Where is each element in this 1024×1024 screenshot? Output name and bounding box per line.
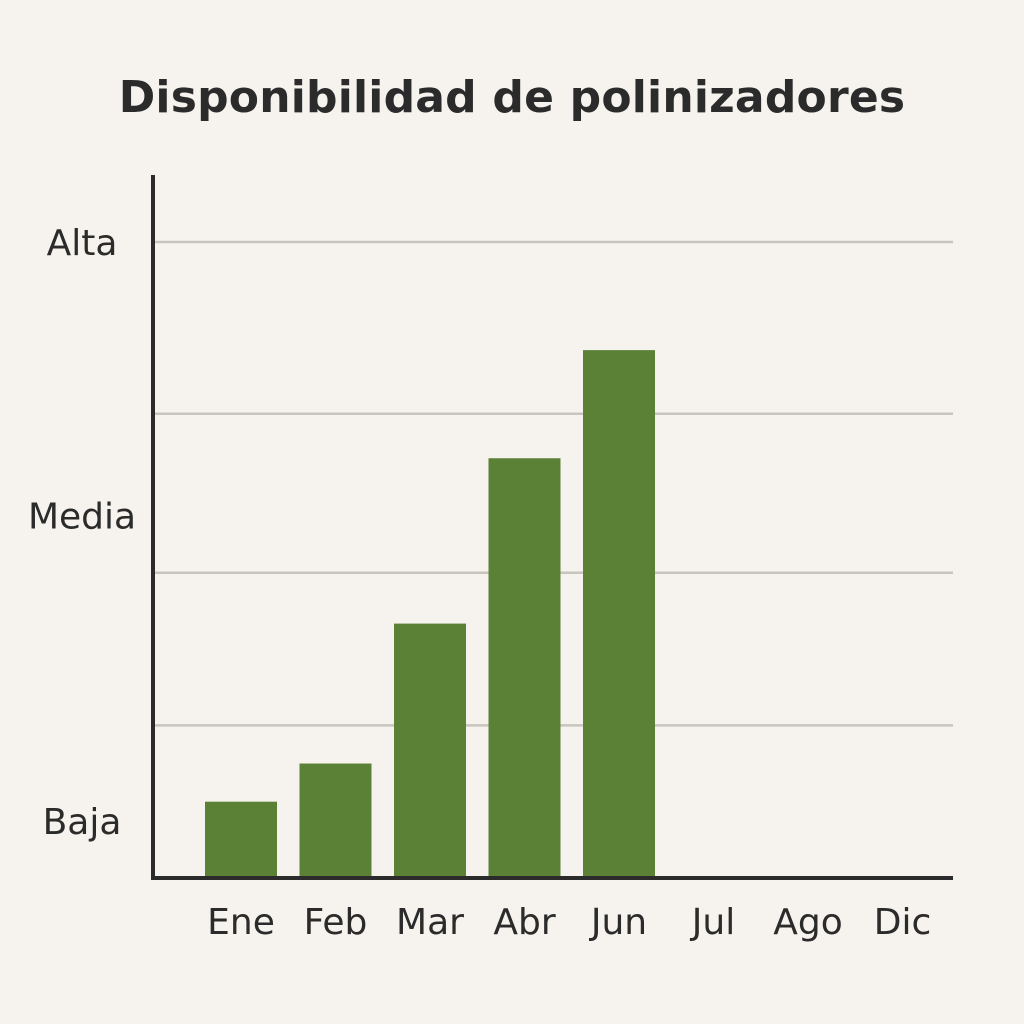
- x-tick-label: Feb: [304, 902, 368, 943]
- x-tick-label: Abr: [493, 902, 555, 943]
- chart-title: Disponibilidad de polinizadores: [118, 72, 906, 123]
- x-tick-label: Jul: [690, 902, 735, 943]
- y-tick-label: Baja: [43, 802, 122, 843]
- y-tick-label: Media: [28, 496, 136, 537]
- x-tick-label: Jun: [589, 902, 647, 943]
- x-tick-label: Ago: [773, 902, 843, 943]
- y-tick-label: Alta: [47, 223, 118, 264]
- x-tick-label: Dic: [874, 902, 932, 943]
- bar-feb: [299, 763, 372, 878]
- bar-ene: [205, 801, 277, 878]
- x-tick-label: Mar: [396, 902, 464, 943]
- bar-abr: [488, 458, 561, 878]
- bar-jun: [583, 350, 655, 878]
- bar-mar: [394, 623, 466, 878]
- x-tick-label: Ene: [207, 902, 275, 943]
